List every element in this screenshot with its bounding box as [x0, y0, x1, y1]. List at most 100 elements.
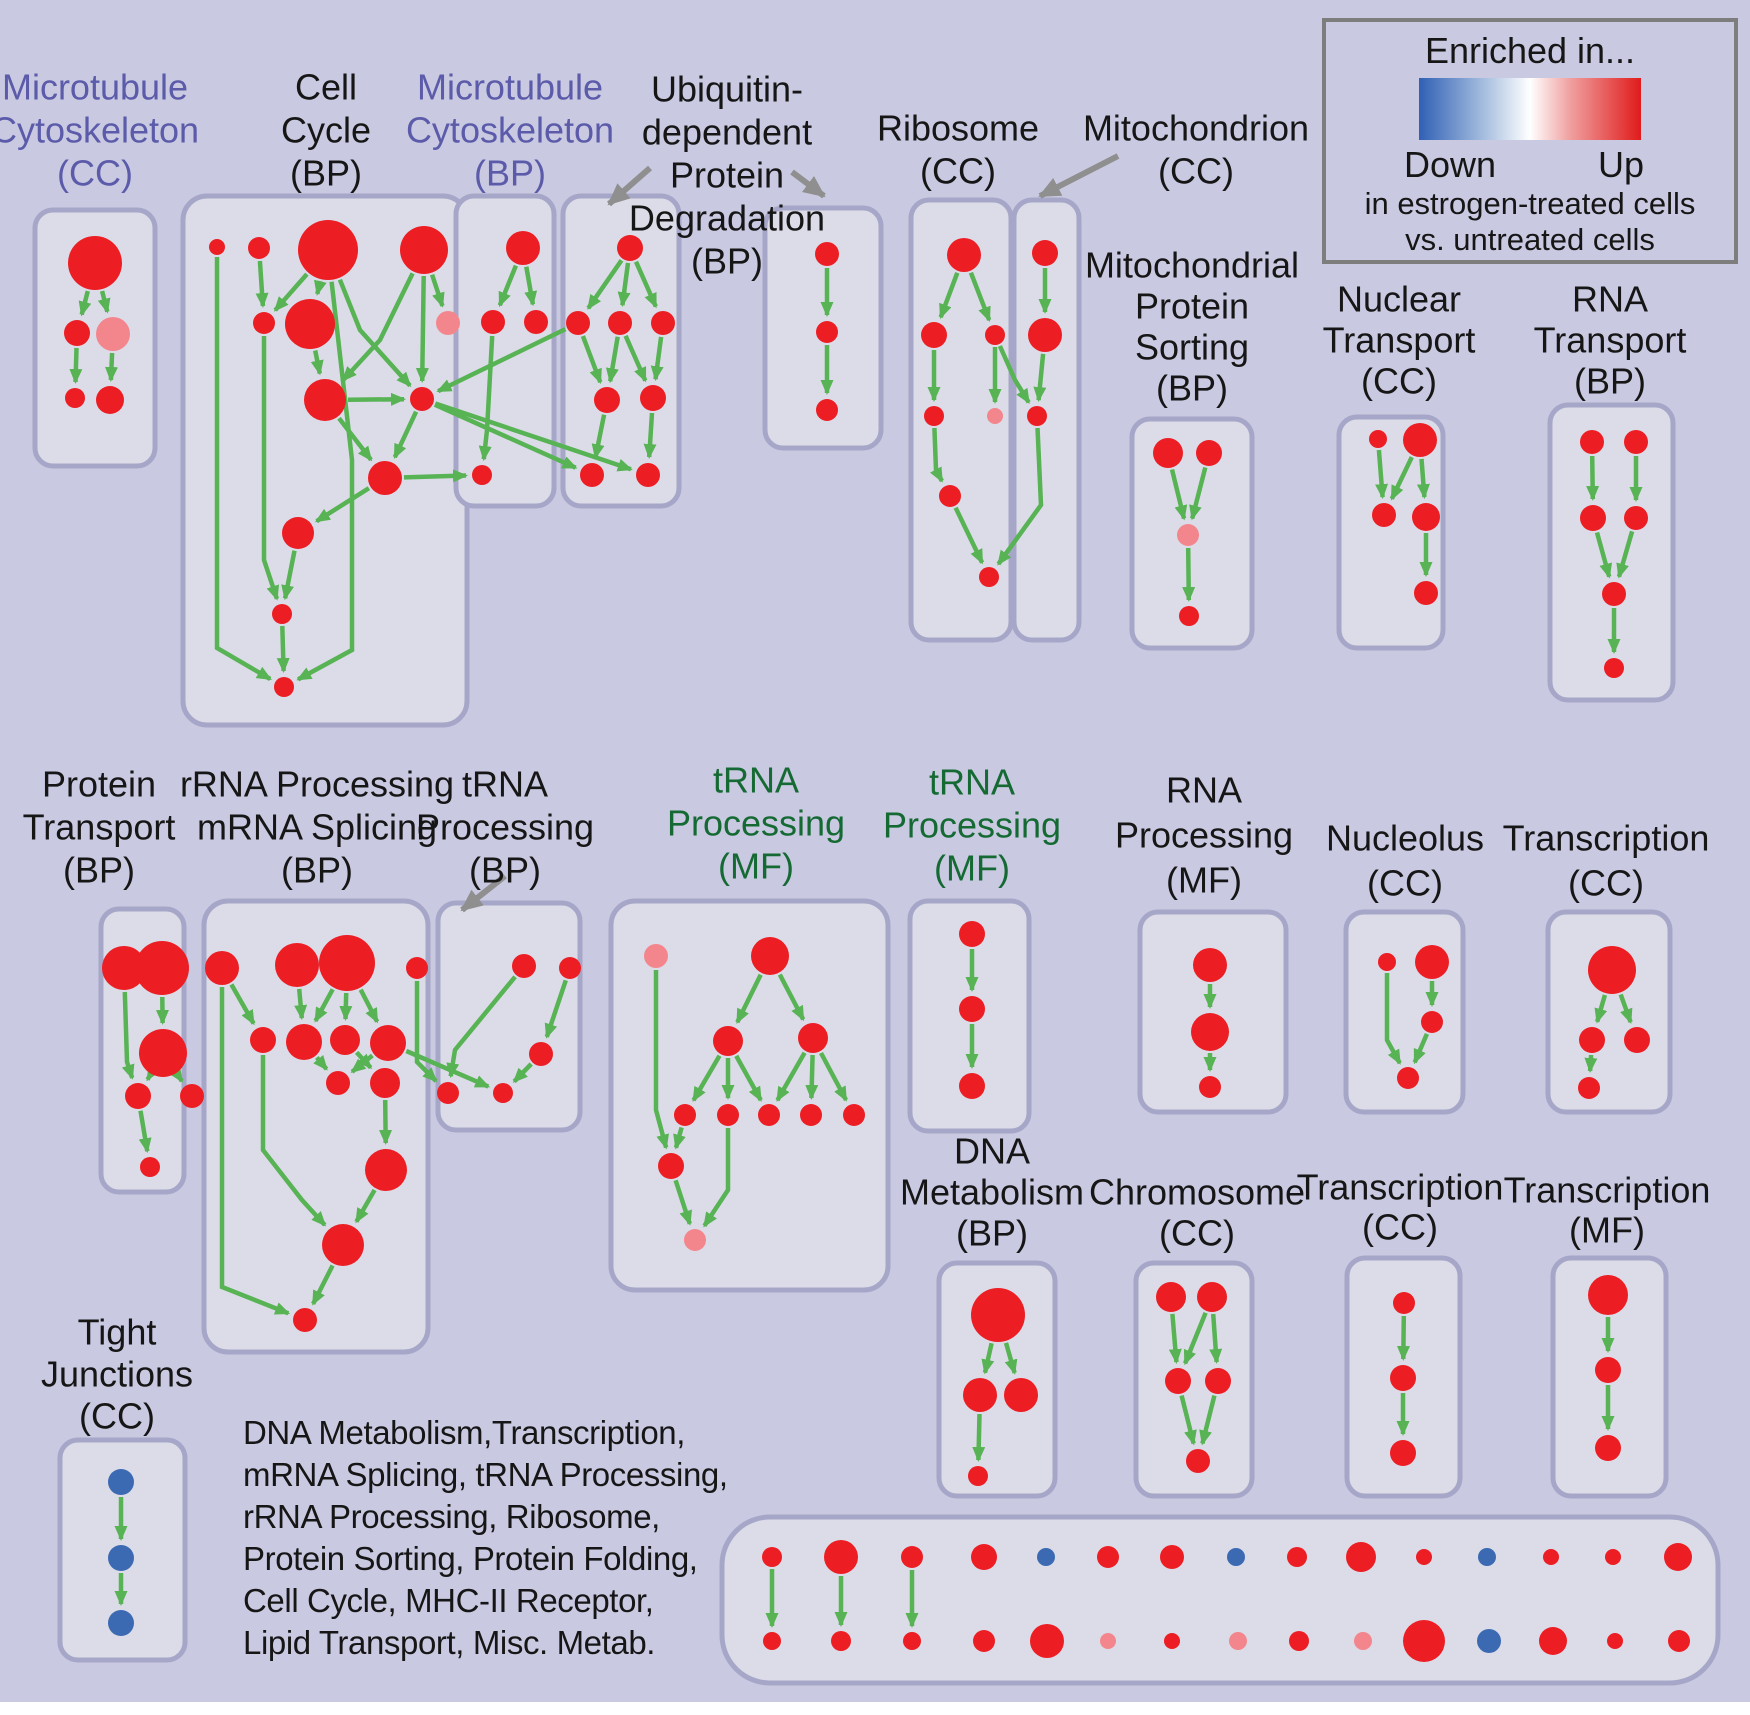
- go-term-node-cc.m5: [282, 517, 314, 549]
- go-term-node-cc.m4: [368, 461, 402, 495]
- go-term-node-rr.rb: [370, 1068, 400, 1098]
- go-term-node-ub.b: [608, 311, 632, 335]
- go-term-node-st4: [971, 1544, 997, 1570]
- cluster-label-tight-junctions: Tight Junctions (CC): [41, 1312, 193, 1437]
- edge-arrow: [673, 1126, 686, 1150]
- edge-arrow: [1189, 466, 1208, 521]
- go-term-node-dm.t: [971, 1288, 1025, 1342]
- label-pointer-arrow: [790, 169, 826, 199]
- go-term-node-t3.c: [1390, 1440, 1416, 1466]
- edge-arrow: [255, 260, 269, 308]
- edge-arrow: [294, 988, 308, 1021]
- go-term-node-sb11: [1403, 1620, 1445, 1662]
- summary-line: Cell Cycle, MHC-II Receptor,: [243, 1582, 654, 1619]
- edge-arrow: [138, 1110, 152, 1154]
- go-term-node-nc.a: [1378, 953, 1396, 971]
- go-term-node-cc.t1: [209, 239, 225, 255]
- edge-arrow: [311, 1264, 335, 1306]
- edge-arrow: [650, 336, 664, 382]
- go-term-node-tc.b: [1578, 1077, 1600, 1099]
- go-term-node-t3.a: [1393, 1292, 1415, 1314]
- edge-arrow: [1389, 456, 1414, 501]
- edge-arrow: [415, 275, 429, 383]
- edge-arrow: [358, 988, 380, 1024]
- edge-arrow: [260, 1055, 327, 1227]
- go-term-node-tm.t: [751, 937, 789, 975]
- edge-arrow: [586, 259, 624, 310]
- cluster-dna-metab: [936, 1260, 1058, 1499]
- go-term-node-rb.mr: [985, 325, 1005, 345]
- edge-arrow: [403, 469, 468, 483]
- edge-arrow: [354, 1188, 377, 1224]
- edge-arrow: [219, 987, 291, 1316]
- go-term-node-ub.d: [594, 387, 620, 413]
- go-term-node-t2.a: [959, 921, 985, 947]
- go-term-node-mtcc.d: [65, 388, 85, 408]
- go-term-node-sb12: [1477, 1629, 1501, 1653]
- go-term-node-us.b: [816, 321, 838, 343]
- go-term-node-tj.c: [108, 1610, 134, 1636]
- edge-arrow: [347, 392, 406, 406]
- go-term-node-sb5: [1030, 1624, 1064, 1658]
- go-term-node-tc.l: [1579, 1027, 1605, 1053]
- go-term-node-nt.b: [1403, 423, 1437, 457]
- edge-arrow: [633, 260, 658, 309]
- go-term-node-rp.c: [1199, 1076, 1221, 1098]
- go-term-node-rr.rd: [322, 1224, 364, 1266]
- cluster-trna-bp: [435, 900, 583, 1133]
- go-term-node-tb.m: [529, 1042, 553, 1066]
- go-term-node-st2: [824, 1540, 858, 1574]
- go-term-node-rr.r1: [205, 951, 239, 985]
- go-term-node-sb6: [1100, 1633, 1116, 1649]
- edge-arrow: [1584, 1054, 1598, 1073]
- edge-arrow: [314, 279, 327, 296]
- legend-gradient-bar: [1419, 78, 1641, 140]
- go-term-node-rp.b: [1191, 1013, 1229, 1051]
- go-term-node-rt.e: [1602, 582, 1626, 606]
- cluster-label-transcription-cc-2: Transcription (CC): [1297, 1167, 1504, 1248]
- go-term-node-cc.m2: [285, 299, 335, 349]
- edge-arrow: [623, 334, 648, 383]
- edge-arrow: [930, 427, 944, 483]
- edge-arrow: [169, 1066, 184, 1083]
- go-term-node-nt.e: [1414, 581, 1438, 605]
- go-term-node-rb.b: [979, 567, 999, 587]
- go-term-node-tb.c: [437, 1082, 459, 1104]
- cluster-label-mt-bp: Microtubule Cytoskeleton (BP): [406, 67, 614, 194]
- go-term-node-ub.e: [640, 385, 666, 411]
- go-term-node-rp.a: [1193, 948, 1227, 982]
- go-term-node-t4.a: [1588, 1275, 1628, 1315]
- edge-arrow: [996, 427, 1044, 566]
- cluster-label-nucleolus: Nucleolus (CC): [1326, 818, 1484, 904]
- go-term-node-sb14: [1607, 1633, 1623, 1649]
- edge-arrow: [1396, 1315, 1410, 1361]
- go-term-node-st13: [1543, 1549, 1559, 1565]
- go-term-node-mtbp.t: [506, 231, 540, 265]
- go-term-node-tm.s1: [674, 1104, 696, 1126]
- go-term-node-t4.c: [1595, 1435, 1621, 1461]
- go-term-node-rr.ra: [326, 1071, 350, 1095]
- go-term-node-sb4: [973, 1630, 995, 1652]
- edge-arrow: [121, 991, 135, 1080]
- go-term-node-tm.b: [798, 1023, 828, 1053]
- edge-arrow: [1183, 1311, 1208, 1366]
- go-term-node-mc.c: [1027, 406, 1047, 426]
- legend-subtitle-2: vs. untreated cells: [1405, 222, 1655, 257]
- cluster-mt-bp: [453, 193, 557, 509]
- go-term-node-t4.b: [1595, 1357, 1621, 1383]
- summary-line: mRNA Splicing, tRNA Processing,: [243, 1456, 728, 1493]
- go-term-node-rb.q: [939, 485, 961, 507]
- go-term-node-dm.b: [968, 1466, 988, 1486]
- cluster-transcription-cc-1: [1545, 909, 1673, 1115]
- go-term-node-tm.s3: [758, 1104, 780, 1126]
- go-term-node-ch.c: [1165, 1368, 1191, 1394]
- go-term-node-st12: [1478, 1548, 1496, 1566]
- go-term-node-pt.e: [140, 1157, 160, 1177]
- legend-box: Enriched in... Down Up in estrogen-treat…: [1322, 18, 1738, 264]
- go-term-node-sb10: [1354, 1632, 1372, 1650]
- go-term-node-mtcc.a: [68, 236, 122, 290]
- edge-arrow: [497, 264, 518, 308]
- edge-arrow: [1209, 1313, 1223, 1364]
- edge-arrow: [313, 988, 335, 1023]
- go-term-node-rr.re: [293, 1308, 317, 1332]
